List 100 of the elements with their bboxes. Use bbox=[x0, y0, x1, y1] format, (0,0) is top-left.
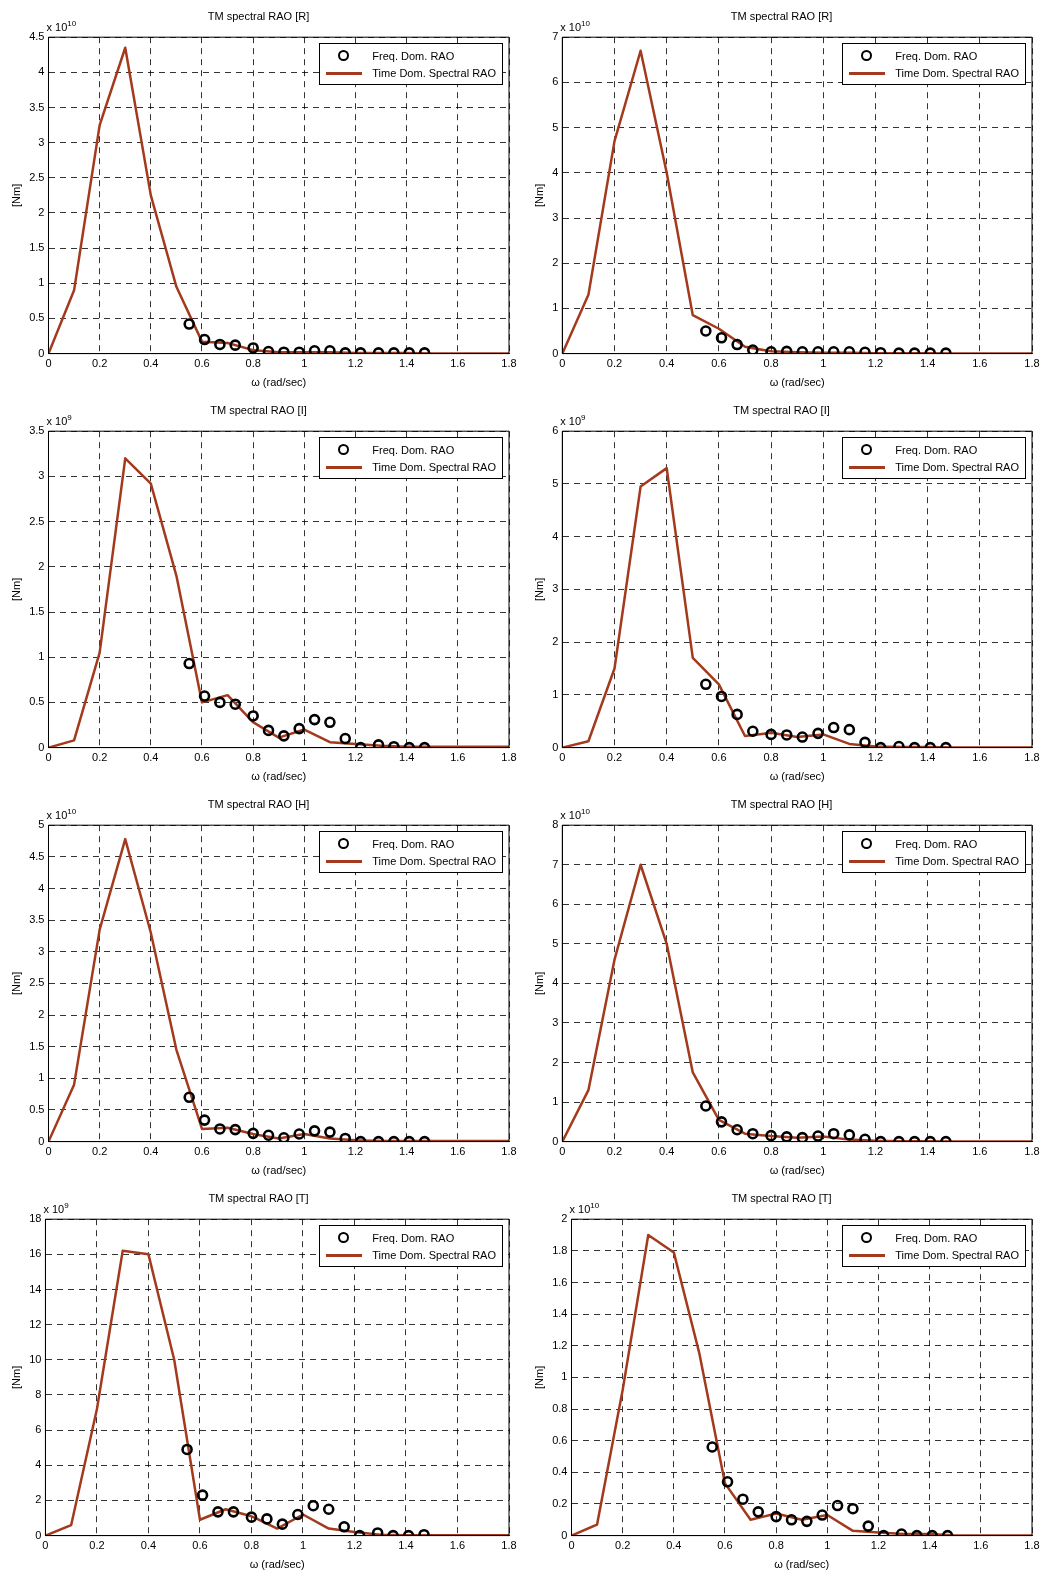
y-tick-label: 4 bbox=[552, 165, 559, 178]
chart-title: TM spectral RAO [T] bbox=[208, 1191, 309, 1204]
y-tick-label: 1.5 bbox=[29, 605, 45, 618]
text: x 10$^{9}$ bbox=[46, 413, 72, 427]
legend-label: Time Dom. Spectral RAO bbox=[895, 854, 1019, 867]
y-tick-label: 7 bbox=[552, 30, 559, 43]
point bbox=[700, 678, 712, 691]
legend-label: Time Dom. Spectral RAO bbox=[895, 1248, 1019, 1261]
x-tick-label: 1.4 bbox=[919, 357, 936, 370]
x-tick-label: 1.6 bbox=[450, 1145, 466, 1158]
point bbox=[338, 1521, 350, 1533]
y-tick-label: 18 bbox=[29, 1212, 42, 1225]
x-tick-label: 0.6 bbox=[192, 1539, 208, 1552]
x-tick-label: 0.2 bbox=[606, 1145, 623, 1158]
point bbox=[847, 1502, 859, 1515]
point bbox=[812, 727, 824, 740]
x-tick-label: 1.4 bbox=[398, 1539, 414, 1552]
y-tick-label: 1 bbox=[38, 1071, 45, 1084]
legend-label: Freq. Dom. RAO bbox=[895, 837, 978, 850]
y-tick-label: 5 bbox=[552, 120, 559, 133]
y-tick-label: 5 bbox=[552, 936, 559, 949]
x-tick-label: 0.8 bbox=[243, 1539, 260, 1552]
x-tick-label: 0.2 bbox=[92, 357, 108, 370]
x-axis-title: ω (rad/sec) bbox=[774, 1558, 830, 1571]
legend-label: Freq. Dom. RAO bbox=[895, 443, 978, 456]
point bbox=[706, 1441, 718, 1453]
y-tick-label: 1.8 bbox=[552, 1243, 568, 1256]
x-tick-label: 0.2 bbox=[606, 751, 623, 764]
text: x 10$^{10}$ bbox=[560, 19, 591, 33]
point bbox=[322, 1503, 335, 1516]
y-tick-label: 2.5 bbox=[29, 170, 45, 183]
x-tick-label: 1.4 bbox=[919, 751, 936, 764]
x-tick-label: 0.4 bbox=[659, 357, 675, 370]
x-axis-title: ω (rad/sec) bbox=[251, 770, 307, 783]
x-tick-label: 0.4 bbox=[143, 357, 159, 370]
y-axis-title: [Nm] bbox=[532, 183, 545, 208]
y-tick-label: 6 bbox=[552, 424, 559, 437]
x-tick-label: 0.4 bbox=[659, 751, 675, 764]
x-tick-label: 1.2 bbox=[867, 357, 884, 370]
y-tick-label: 8 bbox=[552, 818, 559, 831]
y-tick-label: 3 bbox=[552, 211, 559, 224]
y-tick-label: 0.4 bbox=[552, 1465, 568, 1478]
x-tick-label: 0.6 bbox=[711, 357, 727, 370]
y-tick-label: 0.5 bbox=[29, 1102, 45, 1115]
x-tick-label: 1.2 bbox=[867, 751, 884, 764]
y-axis-title: [Nm] bbox=[9, 971, 22, 996]
x-tick-label: 0.6 bbox=[194, 751, 210, 764]
x-tick-label: 1.2 bbox=[346, 1539, 363, 1552]
legend-label: Time Dom. Spectral RAO bbox=[372, 854, 496, 867]
point bbox=[801, 1515, 813, 1528]
point bbox=[212, 1506, 224, 1518]
chart-title: TM spectral RAO [T] bbox=[731, 1191, 832, 1204]
y-tick-label: 0.8 bbox=[552, 1402, 568, 1415]
point bbox=[196, 1489, 209, 1501]
legend-label: Time Dom. Spectral RAO bbox=[372, 460, 496, 473]
x-tick-label: 0.6 bbox=[194, 1145, 210, 1158]
text: x 10$^{10}$ bbox=[46, 19, 77, 33]
x-tick-label: 1.6 bbox=[973, 1539, 989, 1552]
point bbox=[765, 728, 777, 741]
chart-title: TM spectral RAO [I] bbox=[733, 403, 830, 416]
y-tick-label: 8 bbox=[35, 1388, 42, 1401]
y-tick-label: 3 bbox=[38, 135, 45, 148]
legend-label: Freq. Dom. RAO bbox=[895, 1231, 978, 1244]
x-tick-label: 1 bbox=[820, 1145, 827, 1158]
x-tick-label: 1.8 bbox=[501, 357, 517, 370]
point bbox=[816, 1509, 829, 1521]
chart-title: TM spectral RAO [H] bbox=[730, 797, 833, 810]
x-tick-label: 0.2 bbox=[606, 357, 623, 370]
y-tick-label: 1 bbox=[561, 1370, 568, 1383]
x-axis-title: ω (rad/sec) bbox=[769, 770, 825, 783]
x-tick-label: 0.4 bbox=[666, 1539, 682, 1552]
x-tick-label: 1.4 bbox=[399, 357, 415, 370]
legend-label: Freq. Dom. RAO bbox=[372, 443, 455, 456]
x-tick-label: 1.8 bbox=[501, 1145, 517, 1158]
point bbox=[862, 1520, 875, 1532]
point bbox=[843, 723, 856, 736]
y-tick-label: 12 bbox=[29, 1317, 42, 1330]
x-tick-label: 0.4 bbox=[659, 1145, 675, 1158]
y-tick-label: 2.5 bbox=[29, 976, 45, 989]
x-tick-label: 0.2 bbox=[615, 1539, 631, 1552]
y-axis-title: [Nm] bbox=[9, 183, 22, 208]
x-tick-label: 0.8 bbox=[768, 1539, 784, 1552]
point bbox=[827, 721, 840, 734]
y-tick-label: 1 bbox=[38, 276, 45, 289]
y-tick-label: 16 bbox=[29, 1247, 42, 1260]
x-tick-label: 1.4 bbox=[399, 1145, 415, 1158]
y-tick-label: 1 bbox=[552, 687, 559, 700]
point bbox=[859, 736, 871, 748]
x-tick-label: 0.8 bbox=[763, 1145, 779, 1158]
chart-title: TM spectral RAO [H] bbox=[207, 797, 310, 810]
point bbox=[276, 1518, 289, 1530]
x-tick-label: 0.6 bbox=[711, 751, 727, 764]
point bbox=[227, 1506, 240, 1518]
y-tick-label: 2 bbox=[552, 256, 559, 269]
y-tick-label: 0 bbox=[38, 346, 45, 359]
point bbox=[770, 1510, 782, 1523]
y-tick-label: 2 bbox=[38, 559, 45, 572]
y-tick-label: 0 bbox=[35, 1528, 42, 1541]
text: x 10$^{10}$ bbox=[46, 807, 77, 821]
y-tick-label: 1 bbox=[38, 650, 45, 663]
